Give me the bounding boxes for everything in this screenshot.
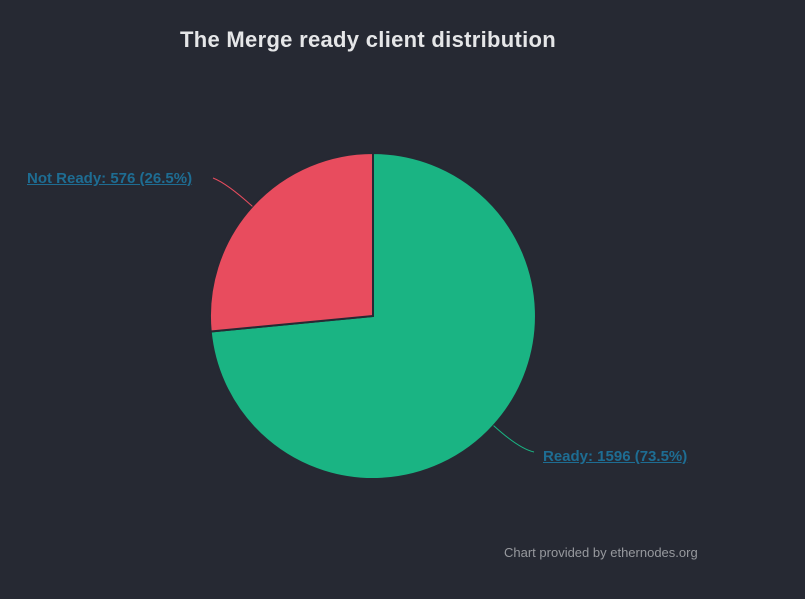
pie-label-ready[interactable]: Ready: 1596 (73.5%)	[543, 448, 688, 465]
label-connector-not-ready	[212, 177, 253, 207]
pie-slice-not-ready[interactable]	[209, 151, 374, 333]
label-connector-ready	[493, 425, 535, 453]
credits-link[interactable]: Chart provided by ethernodes.org	[504, 545, 698, 560]
chart-title: The Merge ready client distribution	[179, 27, 557, 52]
pie-label-not-ready[interactable]: Not Ready: 576 (26.5%)	[27, 170, 193, 187]
